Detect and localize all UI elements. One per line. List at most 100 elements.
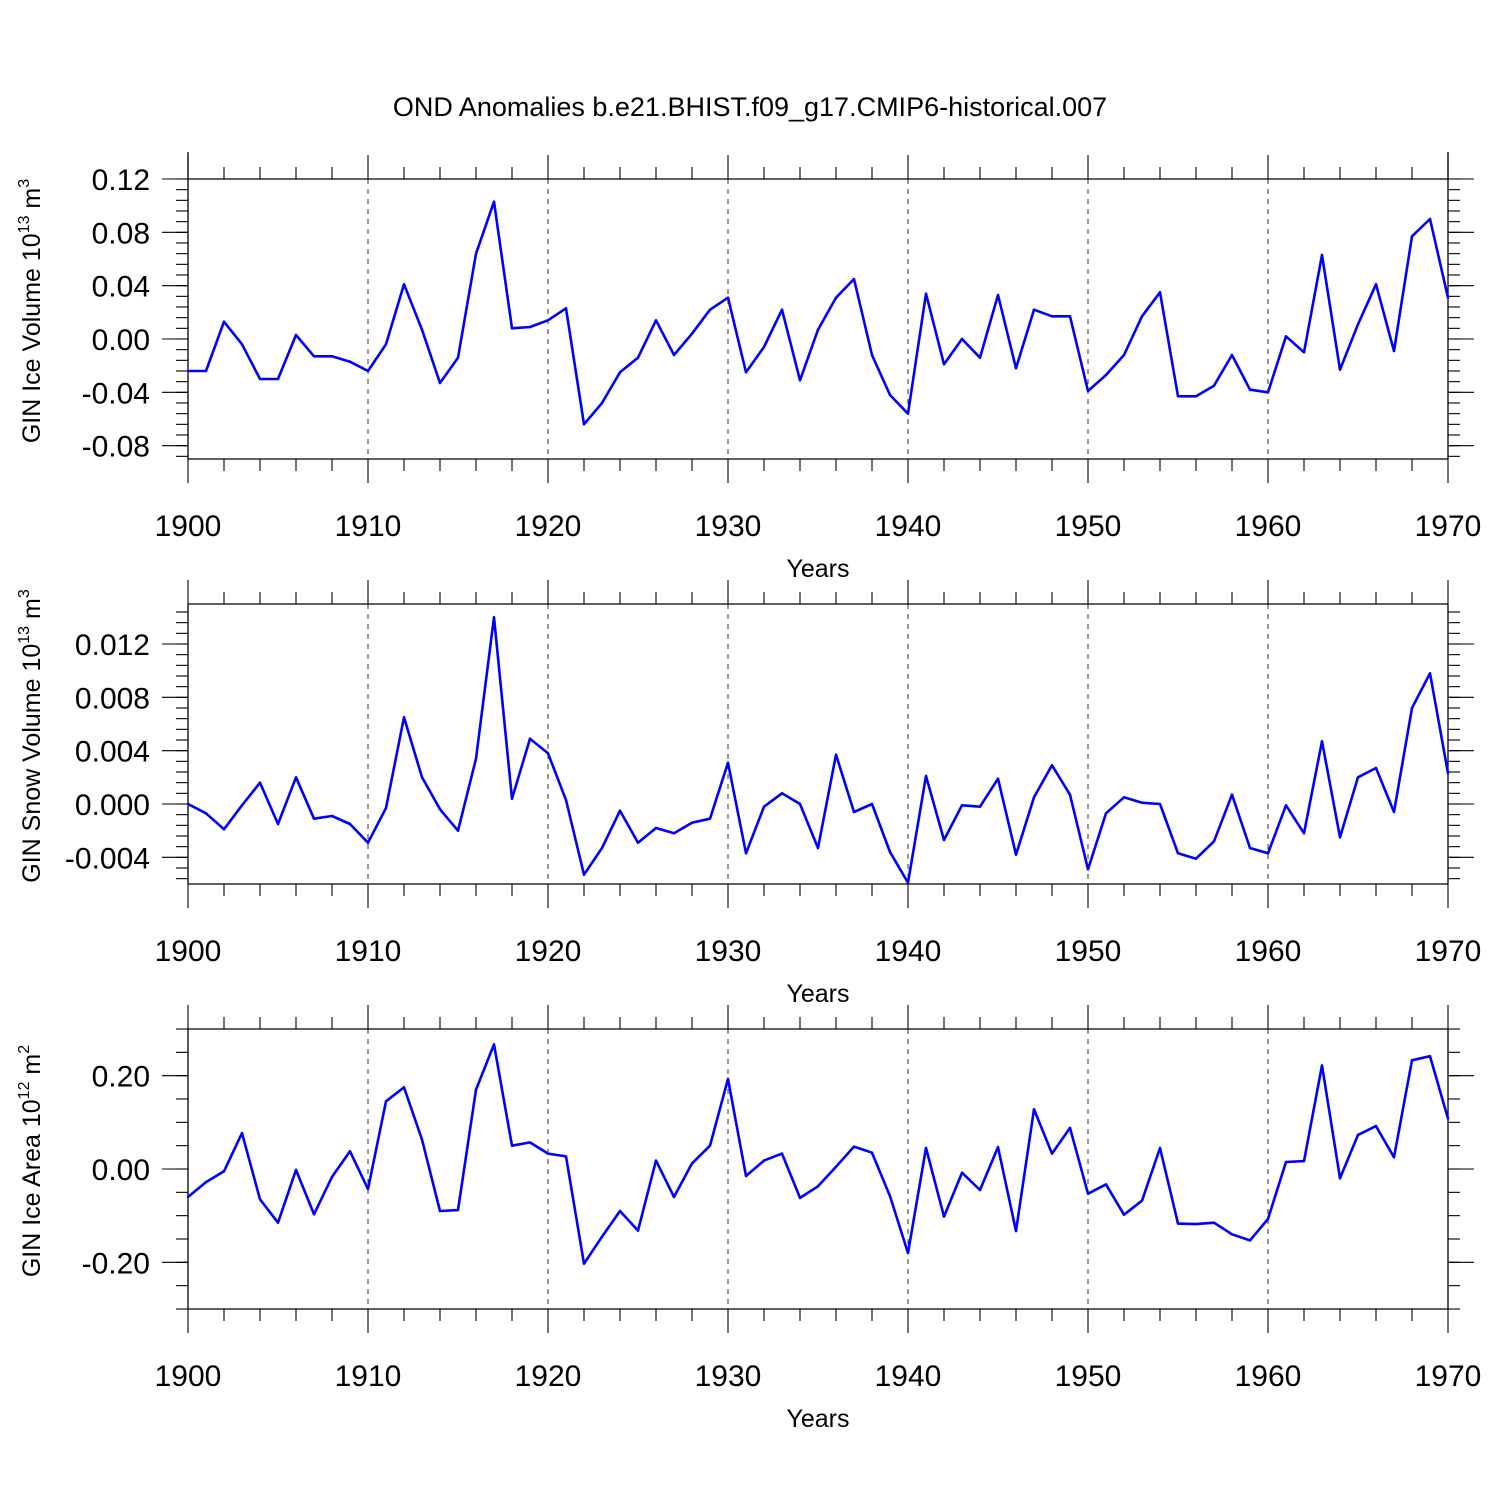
y-axis-label-exponent: 13 (16, 215, 33, 233)
data-point (1212, 1221, 1216, 1224)
y-tick-label: 0.00 (92, 1154, 150, 1187)
data-point (1320, 740, 1324, 743)
figure-title: OND Anomalies b.e21.BHIST.f09_g17.CMIP6-… (393, 92, 1107, 122)
y-tick-label: 0.004 (75, 736, 150, 769)
data-point (870, 802, 874, 806)
x-tick-label: 1900 (155, 935, 222, 968)
data-point (1140, 801, 1144, 804)
data-point (456, 829, 460, 832)
data-point (618, 809, 622, 812)
data-point (546, 319, 550, 322)
data-point (1266, 391, 1270, 394)
y-tick-label: -0.20 (82, 1247, 150, 1280)
data-point (1176, 395, 1180, 398)
data-point (1302, 351, 1306, 354)
data-point (906, 1251, 910, 1255)
data-point (1194, 1222, 1198, 1226)
data-point (528, 325, 532, 329)
data-point (1194, 857, 1198, 860)
data-point (420, 776, 424, 779)
y-axis-label-exponent: 13 (16, 626, 33, 644)
data-point (654, 1159, 658, 1162)
data-point (564, 307, 568, 310)
data-point (1068, 793, 1072, 796)
data-point (1032, 1108, 1036, 1111)
data-point (1320, 1064, 1324, 1067)
y-axis-label-main: GIN Snow Volume 10 (18, 644, 46, 883)
data-point (816, 1185, 820, 1188)
data-point (222, 320, 226, 323)
data-point (1050, 315, 1054, 318)
data-point (366, 369, 370, 373)
data-point (294, 333, 298, 337)
y-axis-label-unit-exponent: 3 (16, 589, 33, 598)
x-tick-label: 1900 (155, 510, 222, 543)
data-point (384, 343, 388, 346)
y-tick-label: -0.08 (82, 431, 150, 464)
data-point (960, 1171, 964, 1174)
data-point (1158, 1146, 1162, 1150)
data-point (834, 753, 838, 756)
data-point (690, 1162, 694, 1165)
data-point (330, 355, 334, 358)
x-tick-label: 1940 (875, 1360, 942, 1393)
data-point (600, 401, 604, 405)
data-point (906, 881, 910, 884)
data-point (636, 841, 640, 844)
data-point (1122, 796, 1126, 799)
x-tick-label: 1960 (1235, 935, 1302, 968)
data-point (852, 1145, 856, 1148)
data-point (1266, 1217, 1270, 1221)
data-point (384, 1100, 388, 1103)
data-point (582, 873, 586, 876)
data-point (1014, 367, 1018, 370)
data-point (780, 1152, 784, 1155)
data-point (1338, 1177, 1342, 1180)
data-point (762, 345, 766, 349)
x-tick-label: 1920 (515, 510, 582, 543)
data-point (492, 1043, 496, 1046)
data-point (1032, 796, 1036, 799)
data-point (780, 308, 784, 311)
data-point (1068, 315, 1072, 318)
data-point (186, 369, 190, 373)
data-point (726, 1077, 730, 1081)
data-point (1248, 846, 1252, 850)
data-point (996, 293, 1000, 297)
data-point (402, 716, 406, 719)
data-point (276, 822, 280, 826)
data-point (1176, 852, 1180, 855)
data-point (924, 1146, 928, 1150)
x-axis-label: Years (786, 555, 849, 583)
y-tick-label: 0.000 (75, 789, 150, 822)
data-point (618, 1209, 622, 1213)
data-point (564, 798, 568, 802)
data-point (870, 353, 874, 357)
data-point (1212, 840, 1216, 843)
data-point (1446, 296, 1450, 299)
data-point (996, 1145, 1000, 1149)
data-point (1248, 1239, 1252, 1242)
data-point (438, 381, 442, 385)
data-point (636, 356, 640, 359)
data-point (942, 838, 946, 842)
data-point (1230, 1233, 1234, 1236)
data-point (1320, 253, 1324, 257)
data-point (708, 1144, 712, 1147)
data-point (348, 1150, 352, 1153)
data-point (1356, 1133, 1360, 1137)
y-tick-label: -0.004 (65, 842, 150, 875)
x-axis-label: Years (786, 980, 849, 1008)
data-point (1248, 388, 1252, 391)
data-point (636, 1229, 640, 1232)
y-axis-label-main: GIN Ice Volume 10 (18, 233, 46, 443)
panels: 0.12 0.08 0.04 0.00 -0.04 -0.08 1900 1910 1920 19… (16, 152, 1481, 1433)
data-point (186, 802, 190, 806)
data-point (996, 777, 1000, 780)
data-point (276, 377, 280, 381)
data-point (456, 1208, 460, 1212)
x-tick-label: 1940 (875, 510, 942, 543)
data-point (528, 1141, 532, 1144)
x-tick-label: 1910 (335, 1360, 402, 1393)
